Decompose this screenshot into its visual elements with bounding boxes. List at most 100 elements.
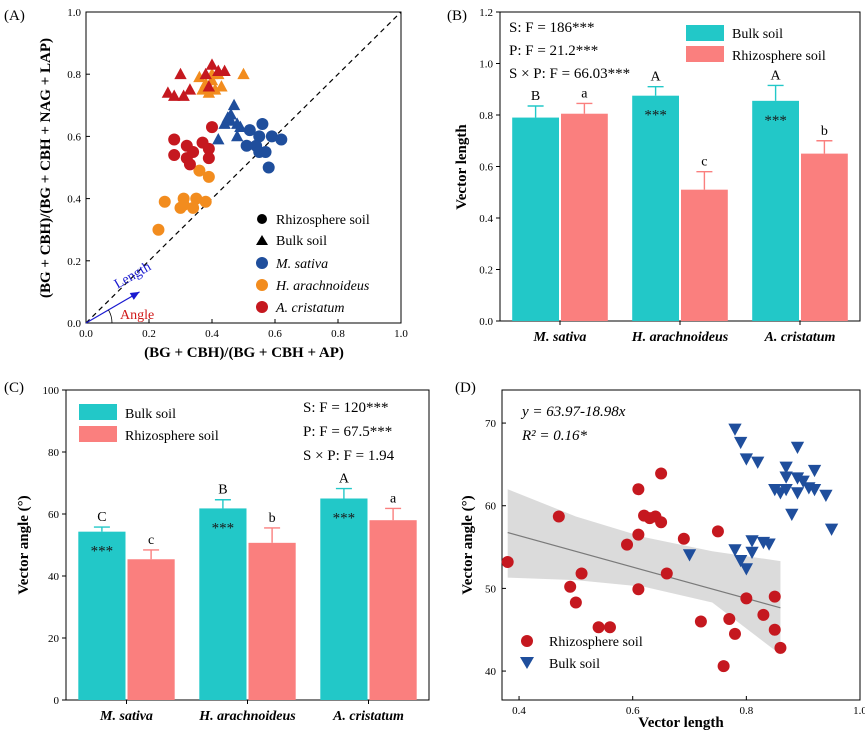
data-point-circle [723, 612, 736, 625]
y-tick-label: 100 [43, 385, 60, 397]
significance-stars: *** [644, 108, 667, 124]
data-point-circle [177, 198, 190, 211]
panel-d-regression-line [507, 531, 781, 609]
data-point-triangle [739, 563, 753, 576]
data-point-triangle [790, 472, 805, 485]
data-point-triangle [779, 471, 793, 484]
legend-m-sativa-marker [256, 257, 268, 269]
data-point-triangle [762, 538, 776, 551]
panel-d-equation: y = 63.97-18.98x [520, 404, 626, 420]
panel-c-legend-rhizo-swatch [79, 426, 117, 442]
data-point-circle [677, 532, 690, 545]
data-point-circle [757, 608, 770, 621]
bar [369, 520, 417, 700]
data-point-triangle [231, 129, 244, 142]
legend-h-arachnoideus-marker [256, 279, 268, 291]
significance-letter: b [821, 124, 828, 139]
data-point-triangle [205, 58, 219, 70]
panel-b-y-axis-label: Vector length [454, 124, 470, 210]
panel-c-stat-s: S: F = 120*** [303, 400, 389, 416]
data-point-triangle [807, 464, 822, 478]
panel-a-reference-line [85, 11, 402, 324]
data-point-circle [740, 592, 753, 605]
bar [561, 113, 608, 322]
y-tick-label: 60 [485, 501, 497, 513]
data-point-circle [575, 567, 588, 580]
legend-m-sativa: M. sativa [275, 257, 328, 272]
bar [78, 531, 126, 700]
data-point-circle [275, 133, 288, 146]
y-tick-label: 0.6 [67, 131, 81, 143]
data-point-triangle [161, 86, 175, 98]
panel-d-r-squared: R² = 0.16* [521, 428, 588, 444]
panel-d-y-axis-label: Vector angle (°) [460, 495, 476, 594]
data-point-circle [632, 483, 645, 496]
data-point-triangle [790, 487, 805, 500]
bar [320, 498, 368, 700]
y-tick-label: 40 [485, 666, 497, 678]
significance-stars: *** [212, 520, 235, 536]
significance-letter: C [97, 510, 106, 525]
y-tick-label: 0.0 [67, 318, 81, 330]
panel-c-legend-rhizo: Rhizosphere soil [125, 429, 219, 444]
panel-b-stat-p: P: F = 21.2*** [509, 43, 598, 59]
data-point-circle [717, 660, 730, 673]
panel-d-frame [501, 389, 861, 701]
panel-a-axis-ticks: 0.0 0.2 0.4 0.6 0.8 1.0 0.0 0.2 0.4 0.6 0.8 1.0 [67, 7, 408, 340]
data-point-circle [655, 467, 668, 480]
data-point-triangle [739, 453, 753, 466]
bar [752, 100, 799, 322]
data-point-circle [187, 201, 200, 214]
data-point-triangle [728, 423, 742, 436]
data-point-circle [711, 525, 724, 538]
data-point-triangle [824, 523, 839, 536]
x-tick-label: 0.4 [205, 328, 219, 340]
data-point-triangle [218, 117, 231, 129]
data-point-circle [632, 528, 645, 541]
panel-a-vector-arrowhead [129, 291, 140, 300]
panel-a-angle-arc [108, 309, 113, 324]
y-tick-label: 50 [485, 583, 497, 595]
data-point-triangle [196, 83, 209, 95]
y-tick-label: 0.8 [67, 69, 81, 81]
legend-a-cristatum-marker [256, 301, 268, 313]
data-point-circle [694, 615, 707, 628]
y-tick-label: 20 [48, 633, 60, 645]
panel-c-legend-bulk: Bulk soil [125, 407, 176, 422]
data-point-circle [552, 510, 565, 523]
y-tick-label: 0.8 [479, 110, 493, 122]
data-point-circle [768, 623, 781, 636]
x-tick-label: 1.0 [394, 328, 408, 340]
significance-stars: *** [764, 113, 787, 129]
data-point-circle [501, 555, 514, 568]
legend-rhizosphere-soil: Rhizosphere soil [276, 213, 370, 228]
y-tick-label: 0.2 [479, 265, 493, 277]
legend-bulk-soil: Bulk soil [276, 234, 327, 249]
bar [512, 117, 559, 321]
data-point-triangle [734, 555, 748, 568]
data-point-triangle [199, 67, 212, 80]
data-point-circle [569, 596, 582, 609]
panel-d-legend-bulk-marker [520, 657, 534, 669]
category-label: M. sativa [533, 330, 587, 345]
data-point-triangle [796, 475, 810, 488]
panel-d-axis-ticks: 0.4 0.6 0.8 1.0 40 50 60 70 [485, 418, 865, 717]
data-point-circle [728, 627, 741, 640]
data-point-circle [660, 567, 673, 580]
data-point-circle [183, 158, 196, 171]
data-point-circle [202, 142, 215, 155]
panel-d-x-axis-label: Vector length [638, 715, 724, 731]
x-tick-label: 0.8 [331, 328, 345, 340]
data-point-triangle [183, 83, 197, 95]
bar [681, 189, 728, 321]
data-point-triangle [202, 86, 216, 98]
data-point-circle [603, 621, 616, 634]
data-point-circle [632, 583, 645, 596]
y-tick-label: 0.2 [67, 256, 81, 268]
y-tick-label: 0.4 [479, 213, 493, 225]
data-point-circle [564, 580, 577, 593]
data-point-circle [774, 641, 787, 654]
significance-letter: A [651, 70, 662, 85]
